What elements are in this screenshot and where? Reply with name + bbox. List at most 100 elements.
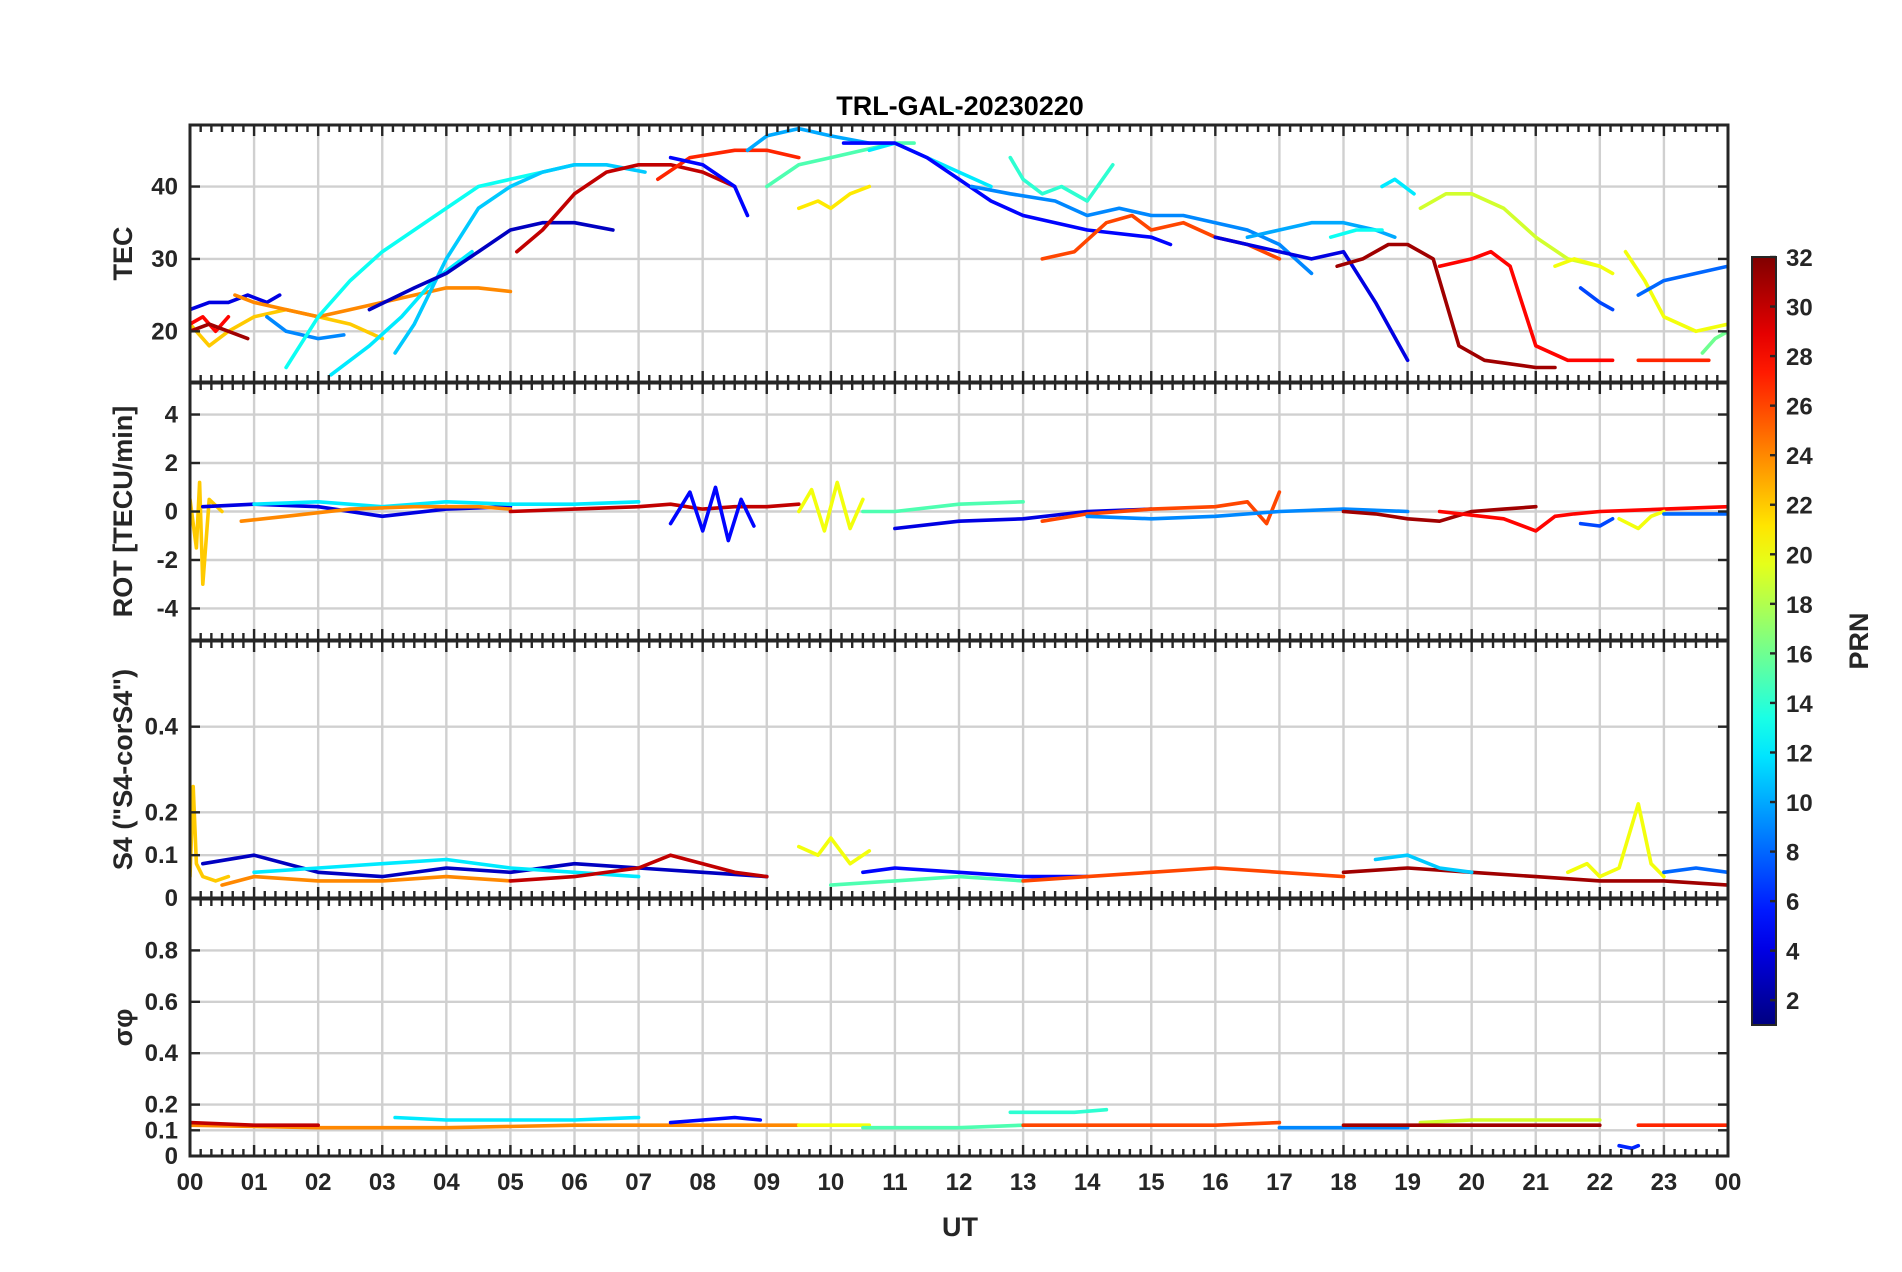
series-prn-12 — [329, 249, 474, 377]
series-prn-30 — [190, 1120, 321, 1127]
panel-rot: -4 -2 0 2 4 ROT [TECU/min] — [108, 381, 1730, 642]
series-prn-12 — [252, 857, 641, 879]
panel-s4: 0 0.1 0.2 0.4 S4 ("S4-corS4") — [108, 639, 1730, 912]
panel-tec: 20 30 40 TEC — [108, 123, 1730, 384]
series-prn-31 — [1341, 504, 1538, 524]
series-prn-22 — [190, 307, 385, 348]
series-group — [190, 1107, 1728, 1151]
series-prn-26 — [1040, 490, 1282, 526]
x-tick-label: 22 — [1586, 1169, 1613, 1196]
x-tick-label: 16 — [1202, 1169, 1229, 1196]
colorbar-tick-label: 30 — [1786, 295, 1813, 322]
y-tick-label: 0 — [165, 499, 178, 526]
x-tick-label: 20 — [1458, 1169, 1485, 1196]
series-prn-3 — [201, 853, 769, 879]
series-prn-8 — [1636, 264, 1728, 297]
series-prn-24 — [239, 504, 513, 524]
colorbar-tick-label: 10 — [1786, 790, 1813, 817]
colorbar-tick-label: 6 — [1786, 889, 1799, 916]
x-tick-label: 17 — [1266, 1169, 1293, 1196]
colorbar-tick-label: 28 — [1786, 344, 1813, 371]
series-prn-15 — [828, 874, 1025, 887]
series-prn-24 — [220, 874, 513, 887]
colorbar-tick-label: 22 — [1786, 493, 1813, 520]
series-prn-30 — [508, 502, 801, 514]
colorbar-tick-label: 26 — [1786, 394, 1813, 421]
series-prn-4 — [1213, 235, 1410, 363]
series-prn-22 — [190, 784, 231, 883]
series-prn-12 — [252, 499, 641, 509]
series-prn-15 — [861, 499, 1025, 514]
series-prn-24 — [233, 286, 513, 319]
x-axis-label: UT — [942, 1212, 978, 1242]
y-axis-label: σφ — [108, 1009, 138, 1047]
y-axis-label: S4 ("S4-corS4") — [108, 669, 138, 870]
series-prn-11 — [1373, 853, 1474, 875]
series-prn-7 — [1578, 516, 1615, 528]
y-tick-label: 40 — [151, 174, 178, 201]
y-tick-label: 0.4 — [145, 1040, 179, 1067]
x-tick-label: 19 — [1394, 1169, 1421, 1196]
series-prn-20 — [1623, 249, 1728, 334]
series-prn-20 — [796, 836, 872, 866]
y-axis-label: ROT [TECU/min] — [108, 406, 138, 617]
colorbar-tick-label: 8 — [1786, 840, 1799, 867]
x-tick-label: 23 — [1651, 1169, 1678, 1196]
colorbar-tick-label: 16 — [1786, 641, 1813, 668]
series-prn-31 — [190, 322, 250, 341]
colorbar-tick-label: 14 — [1786, 691, 1813, 718]
series-prn-9 — [1085, 507, 1410, 521]
colorbar-tick-label: 12 — [1786, 740, 1813, 767]
x-tick-label: 02 — [305, 1169, 332, 1196]
x-tick-label: 12 — [946, 1169, 973, 1196]
colorbar-tick-label: 20 — [1786, 542, 1813, 569]
series-prn-13 — [1328, 228, 1384, 239]
colorbar-tick-label: 24 — [1786, 443, 1813, 470]
x-tick-label: 21 — [1522, 1169, 1549, 1196]
x-tick-label: 14 — [1074, 1169, 1101, 1196]
y-tick-label: 0.2 — [145, 799, 178, 826]
series-prn-21 — [796, 184, 872, 211]
series-prn-4 — [190, 293, 282, 312]
x-tick-label: 05 — [497, 1169, 524, 1196]
x-tick-label: 15 — [1138, 1169, 1165, 1196]
colorbar-tick-label: 32 — [1786, 245, 1813, 272]
series-prn-28 — [1437, 249, 1615, 363]
x-tick-label: 00 — [1715, 1169, 1742, 1196]
y-tick-label: 0 — [165, 885, 178, 912]
y-tick-label: 20 — [151, 318, 178, 345]
series-prn-22 — [190, 480, 224, 587]
x-tick-label: 13 — [1010, 1169, 1037, 1196]
y-tick-label: -4 — [157, 595, 179, 622]
colorbar: 32 30 28 26 24 22 20 18 16 14 12 10 8 6 4 2 PRN — [1751, 245, 1874, 1026]
series-prn-31 — [1335, 242, 1557, 370]
series-prn-20 — [796, 480, 865, 533]
series-prn-14 — [1008, 155, 1115, 203]
x-tick-label: 10 — [817, 1169, 844, 1196]
colorbar-tick-label: 2 — [1786, 988, 1799, 1015]
series-prn-11 — [393, 163, 647, 355]
y-axis-label: TEC — [108, 227, 138, 281]
series-prn-5 — [668, 155, 750, 218]
series-prn-19 — [1418, 192, 1602, 269]
series-prn-30 — [514, 163, 737, 254]
series-group — [190, 126, 1728, 377]
x-tick-label: 00 — [177, 1169, 204, 1196]
y-tick-label: 0.1 — [145, 842, 178, 869]
x-tick-label: 11 — [882, 1169, 907, 1196]
series-group — [190, 784, 1728, 887]
x-tick-label: 03 — [369, 1169, 396, 1196]
x-tick-label: 07 — [625, 1169, 652, 1196]
series-prn-15 — [861, 1123, 1025, 1130]
y-tick-label: 2 — [165, 450, 178, 477]
series-prn-14 — [1008, 1107, 1109, 1115]
series-prn-13 — [284, 163, 577, 370]
series-prn-5 — [841, 141, 1173, 247]
series-prn-16 — [1700, 329, 1728, 355]
y-tick-label: 0 — [165, 1143, 178, 1170]
series-prn-27 — [655, 148, 801, 182]
x-tick-label: 04 — [433, 1169, 460, 1196]
x-tick-labels: 00 01 02 03 04 05 06 07 08 09 10 11 12 13 14 15 16 17 18 19… — [177, 1169, 1742, 1196]
colorbar-tick-label: 4 — [1786, 939, 1800, 966]
